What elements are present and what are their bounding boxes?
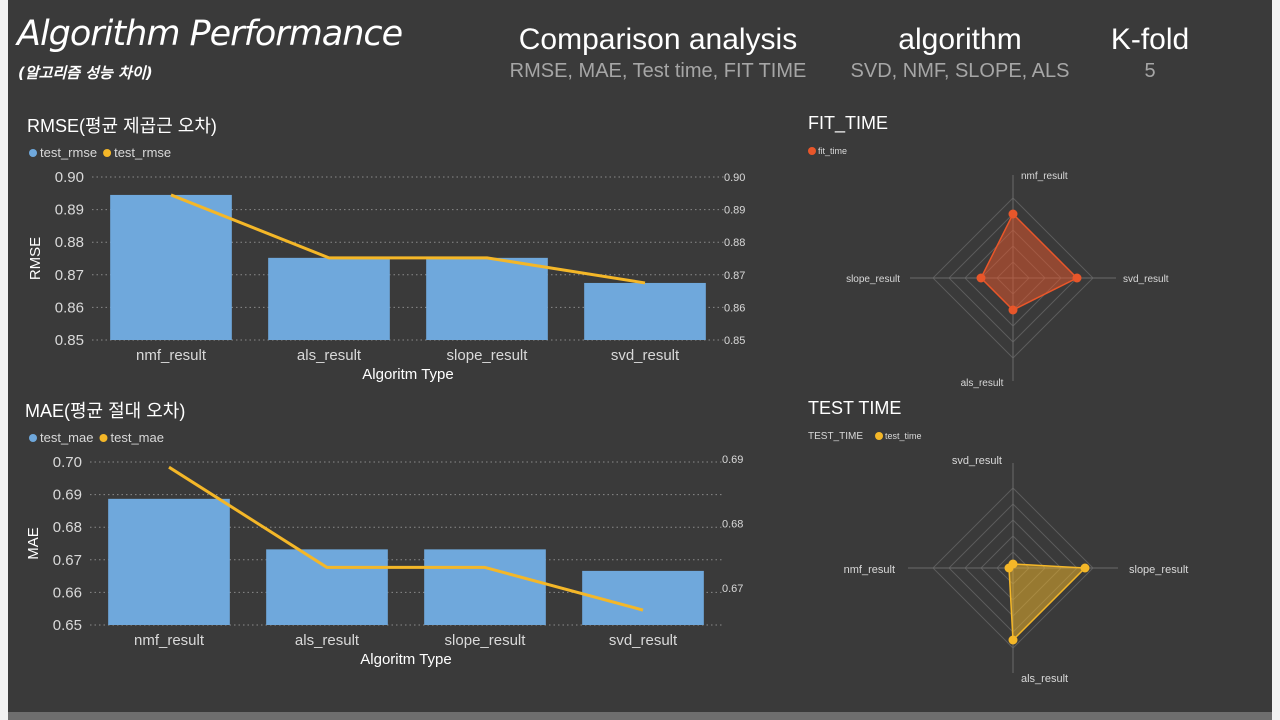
header-card-label: Comparison analysis [518, 23, 798, 56]
y2-tick-label: 0.89 [724, 205, 745, 217]
legend-marker-bar [29, 149, 37, 157]
header-card-algorithm: algorithm SVD, NMF, SLOPE, ALS [830, 22, 1090, 84]
y-tick-label: 0.89 [55, 202, 84, 219]
y-tick-label: 0.88 [55, 234, 84, 251]
legend-label: fit_time [818, 146, 847, 156]
y2-tick-label: 0.87 [724, 270, 745, 282]
chart-title: MAE(평균 절대 오차) [25, 401, 185, 421]
legend-marker [808, 147, 816, 155]
radar-axis-label: svd_result [952, 455, 1002, 467]
radar-axis-label: slope_result [1129, 564, 1188, 576]
chart-title: TEST TIME [808, 398, 901, 418]
radar-axis-label: nmf_result [1021, 171, 1068, 182]
x-tick-label: nmf_result [134, 632, 205, 649]
bar [268, 257, 390, 340]
y-tick-label: 0.87 [55, 267, 84, 284]
y-axis-title: MAE [25, 527, 42, 560]
header-card-kfold: K-fold 5 [1090, 22, 1210, 84]
header-card-comparison: Comparison analysis RMSE, MAE, Test time… [488, 22, 828, 84]
radar-axis-label: als_result [961, 378, 1004, 389]
y-tick-label: 0.69 [53, 487, 82, 504]
dashboard-slide: Algorithm Performance (알고리즘 성능 차이) Compa… [8, 0, 1272, 712]
radar-point [1008, 305, 1018, 315]
radar-area [980, 212, 1079, 311]
y-tick-label: 0.90 [55, 169, 84, 186]
radar-axis-label: slope_result [846, 274, 900, 285]
line-series [168, 465, 644, 612]
radar-point [1072, 273, 1082, 283]
y2-tick-label: 0.69 [722, 454, 743, 466]
radar-point [1008, 209, 1018, 219]
header-card-value: RMSE, MAE, Test time, FIT TIME [509, 60, 807, 82]
header-card-label: algorithm [898, 23, 1022, 56]
legend-label: test_mae [40, 430, 93, 445]
legend-label: test_rmse [114, 145, 171, 160]
page-subtitle: (알고리즘 성능 차이) [18, 64, 153, 82]
y-tick-label: 0.65 [53, 617, 82, 634]
y-axis-title: RMSE [27, 237, 44, 280]
x-tick-label: svd_result [609, 632, 678, 649]
y2-tick-label: 0.68 [722, 518, 743, 530]
legend-marker-line [103, 149, 112, 157]
chart-title: RMSE(평균 제곱근 오차) [27, 116, 217, 136]
y2-tick-label: 0.90 [724, 172, 745, 184]
header-card-value: SVD, NMF, SLOPE, ALS [850, 60, 1070, 82]
legend-title: TEST_TIME [808, 431, 863, 442]
bar [426, 257, 548, 340]
bar [110, 194, 232, 340]
legend-marker-line [99, 434, 108, 442]
y2-tick-label: 0.88 [724, 237, 745, 249]
page-title: Algorithm Performance [17, 14, 403, 54]
bar [584, 282, 706, 340]
radar-point [1080, 563, 1090, 573]
radar-point [1004, 563, 1014, 573]
y-tick-label: 0.68 [53, 519, 82, 536]
radar-point [1008, 635, 1018, 645]
y-tick-label: 0.67 [53, 552, 82, 569]
y2-tick-label: 0.67 [722, 583, 743, 595]
y-tick-label: 0.85 [55, 332, 84, 349]
legend-marker [875, 432, 884, 440]
bar [424, 549, 546, 625]
legend-label: test_rmse [40, 145, 97, 160]
y-tick-label: 0.66 [53, 584, 82, 601]
bar [108, 498, 230, 625]
x-tick-label: svd_result [611, 347, 680, 364]
y-tick-label: 0.70 [53, 454, 82, 471]
legend-label: test_time [885, 431, 922, 441]
x-tick-label: nmf_result [136, 347, 207, 364]
legend-label: test_mae [110, 430, 163, 445]
x-axis-title: Algoritm Type [362, 366, 453, 383]
x-tick-label: als_result [297, 347, 362, 364]
header-card-value: 5 [1144, 60, 1156, 82]
x-tick-label: slope_result [445, 632, 527, 649]
bar [266, 549, 388, 625]
y-tick-label: 0.86 [55, 299, 84, 316]
x-axis-title: Algoritm Type [360, 651, 451, 668]
bottom-strip [8, 712, 1272, 720]
y2-tick-label: 0.86 [724, 302, 745, 314]
chart-title: FIT_TIME [808, 113, 888, 134]
radar-area [1008, 563, 1087, 642]
legend-marker-bar [29, 434, 37, 442]
x-tick-label: slope_result [447, 347, 529, 364]
radar-axis-label: svd_result [1123, 274, 1169, 285]
radar-axis-label: als_result [1021, 673, 1068, 685]
header-card-label: K-fold [1110, 23, 1190, 56]
charts-canvas: RMSE(평균 제곱근 오차) test_rmse test_rmse 0.85 0.8… [25, 113, 1188, 685]
x-tick-label: als_result [295, 632, 360, 649]
radar-axis-label: nmf_result [844, 564, 895, 576]
radar-point [976, 273, 986, 283]
y2-tick-label: 0.85 [724, 335, 745, 347]
line-series [170, 193, 646, 285]
